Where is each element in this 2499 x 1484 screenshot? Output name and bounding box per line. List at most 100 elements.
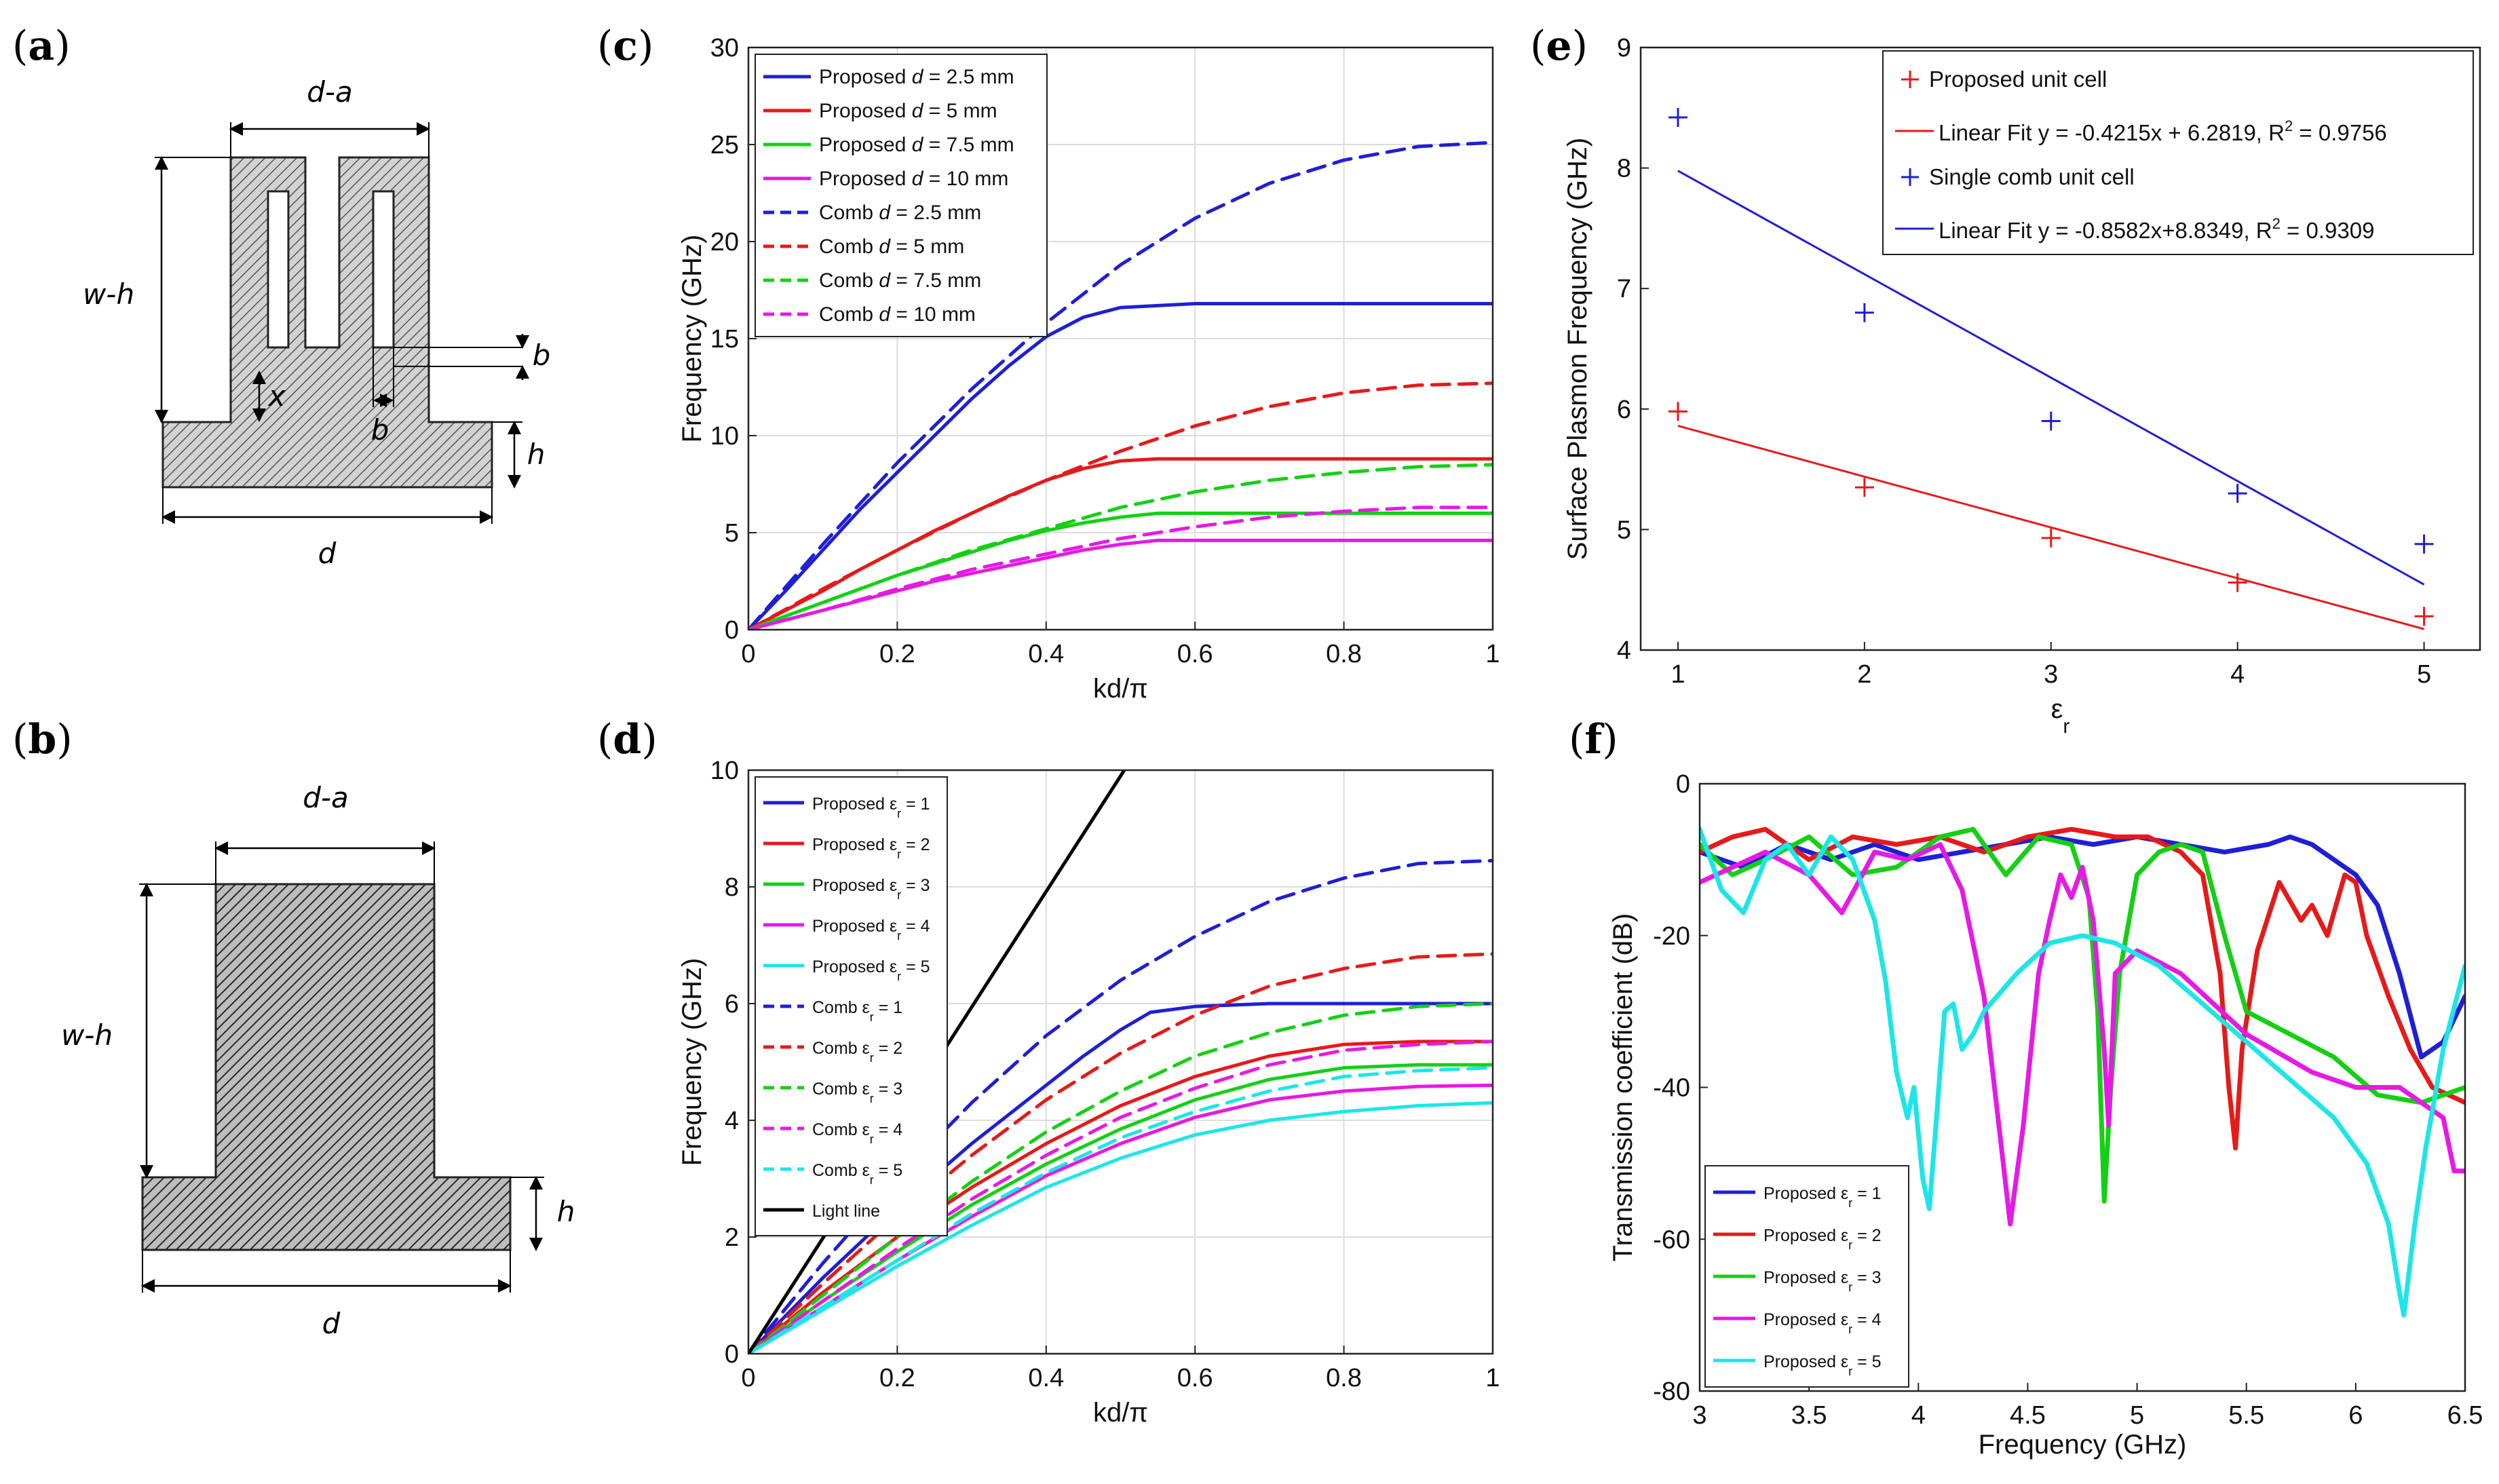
scatter-point <box>2414 607 2434 626</box>
legend-entry: Light line <box>812 1202 880 1221</box>
legend-entry: Proposed d = 7.5 mm <box>819 134 1014 156</box>
dim-label-right: h <box>527 438 546 471</box>
series-line-6 <box>748 381 1493 630</box>
legend-entry: Comb εr = 4 <box>812 1120 902 1146</box>
y-tick-label: 8 <box>1617 155 1631 183</box>
series-line-4 <box>748 538 1493 630</box>
slot-left <box>267 190 290 349</box>
x-tick-label: 5 <box>2130 1401 2144 1430</box>
legend-entry: Proposed d = 5 mm <box>819 100 997 122</box>
panel-b-label: (b) <box>12 716 73 763</box>
y-tick-label: 6 <box>725 990 739 1019</box>
legend-entry: Proposed d = 2.5 mm <box>819 66 1014 88</box>
y-tick-label: -40 <box>1653 1074 1690 1103</box>
single-comb-unit-cell-shape <box>141 883 512 1251</box>
scatter-point <box>1854 478 1874 497</box>
legend-entry: Comb εr = 5 <box>812 1161 902 1187</box>
y-tick-label: 30 <box>710 34 739 62</box>
legend-entry: Comb εr = 2 <box>812 1039 902 1065</box>
y-tick-label: 20 <box>710 228 739 256</box>
y-tick-label: -60 <box>1653 1225 1690 1254</box>
x-axis-label: kd/π <box>1093 1398 1148 1428</box>
series-line-3 <box>1700 826 2465 1204</box>
y-axis-label: Frequency (GHz) <box>677 235 707 443</box>
x-tick-label: 1 <box>1671 660 1685 689</box>
x-tick-label: 3.5 <box>1791 1401 1827 1430</box>
x-tick-label: 3 <box>1692 1401 1706 1430</box>
x-tick-label: 6.5 <box>2447 1401 2483 1430</box>
x-tick-label: 4 <box>2230 660 2245 689</box>
dim-label-bottom: d <box>318 537 337 570</box>
scatter-point <box>1668 108 1687 128</box>
x-tick-label: 2 <box>1857 660 1871 689</box>
legend-entry: Comb d = 5 mm <box>819 235 964 258</box>
x-axis-label: Frequency (GHz) <box>1979 1430 2187 1460</box>
series-line-7 <box>748 463 1493 630</box>
chart-e: 1 2 3 4 5 4 5 6 7 8 9 εr Surface Plasmon Frequency (… <box>1563 34 2481 738</box>
panel-d-label: (d) <box>597 716 657 763</box>
x-tick-label: 5 <box>2417 660 2431 689</box>
y-tick-label: -20 <box>1653 922 1690 951</box>
panel-a-label: (a) <box>12 22 71 70</box>
dim-label-bottom-b: d <box>322 1307 341 1340</box>
legend-entry: Linear Fit y = -0.8582x+8.8349, R2 = 0.9… <box>1939 215 2374 243</box>
series-line-3 <box>748 511 1493 630</box>
x-tick-label: 0.4 <box>1028 640 1064 668</box>
scatter-point <box>1668 402 1687 421</box>
dim-label-right-b: h <box>557 1195 575 1228</box>
x-tick-label: 4.5 <box>2010 1401 2046 1430</box>
legend-entry: Comb εr = 1 <box>812 998 902 1024</box>
scatter-point <box>2041 411 2061 431</box>
y-tick-label: 8 <box>725 873 739 902</box>
scatter-point <box>2228 484 2247 503</box>
legend-entry: Proposed d = 10 mm <box>819 168 1008 190</box>
y-tick-label: -80 <box>1653 1377 1690 1406</box>
panel-f-label: (f) <box>1569 716 1618 763</box>
legend-entry: Proposed εr = 1 <box>812 795 930 820</box>
y-tick-label: 4 <box>1617 636 1631 665</box>
x-tick-label: 0.8 <box>1326 640 1362 668</box>
x-axis-label: kd/π <box>1093 674 1148 704</box>
legend-entry: Proposed εr = 2 <box>812 835 930 861</box>
legend-entry: Comb d = 10 mm <box>819 303 976 326</box>
series-line-5 <box>748 140 1493 630</box>
series-group-f <box>1700 826 2465 1318</box>
scatter-point <box>2041 528 2061 548</box>
series-line-5 <box>748 1101 1493 1354</box>
fit-line-2 <box>1677 170 2425 586</box>
y-tick-label: 5 <box>725 519 739 548</box>
x-tick-label: 0.2 <box>879 1364 915 1392</box>
series-line-5 <box>1700 826 2465 1318</box>
legend-entry: Comb d = 2.5 mm <box>819 202 981 224</box>
dim-label-left-b: w-h <box>61 1019 113 1052</box>
y-axis-label: Transmission coefficient (dB) <box>1608 913 1638 1262</box>
plot-frame <box>747 769 1494 1355</box>
x-axis-label: εr <box>2051 694 2070 738</box>
legend-entry: Proposed εr = 1 <box>1763 1184 1882 1210</box>
dim-label-gap: b <box>371 413 389 446</box>
x-tick-label: 5.5 <box>2228 1401 2264 1430</box>
legend-entry: Linear Fit y = -0.4215x + 6.2819, R2 = 0… <box>1939 117 2387 145</box>
y-tick-label: 15 <box>710 325 739 354</box>
y-tick-label: 7 <box>1617 275 1631 303</box>
scatter-point <box>2414 534 2434 554</box>
series-line-9 <box>748 1040 1493 1354</box>
legend-entry: Proposed εr = 5 <box>1763 1352 1882 1378</box>
dim-label-left: w-h <box>83 278 134 311</box>
series-line-8 <box>748 1002 1493 1354</box>
series-line-2 <box>748 1040 1493 1354</box>
plot-frame <box>1639 46 2481 651</box>
series-line-2 <box>1700 826 2465 1151</box>
plot-frame <box>1698 782 2466 1392</box>
legend-entry: Comb εr = 3 <box>812 1080 902 1105</box>
dim-label-top-b: d-a <box>303 781 349 814</box>
chart-f: 3 3.5 4 4.5 5 5.5 6 6.5 -80 -60 -40 -20 0 Frequency (… <box>1608 770 2483 1460</box>
legend-entry: Comb d = 7.5 mm <box>819 269 981 292</box>
legend-entry: Proposed εr = 4 <box>812 917 930 943</box>
x-tick-label: 1 <box>1485 640 1500 668</box>
y-tick-label: 5 <box>1617 516 1631 544</box>
series-line-8 <box>748 506 1493 630</box>
dim-label-slot: b <box>533 339 551 372</box>
